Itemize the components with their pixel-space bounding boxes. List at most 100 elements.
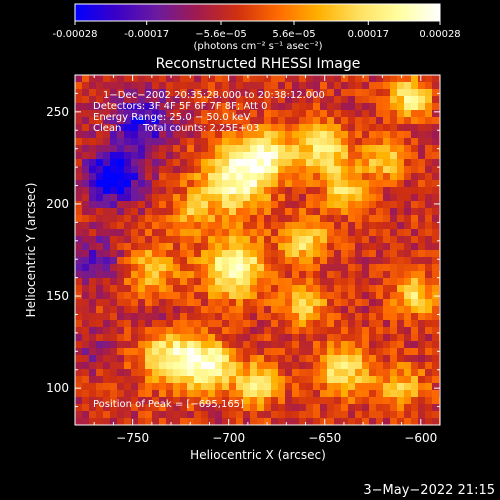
heatmap-cell <box>404 271 412 279</box>
heatmap-cell <box>292 243 300 251</box>
heatmap-cell <box>327 131 335 139</box>
heatmap-cell <box>355 271 363 279</box>
heatmap-cell <box>166 236 174 244</box>
heatmap-cell <box>355 159 363 167</box>
heatmap-cell <box>313 194 321 202</box>
heatmap-cell <box>285 292 293 300</box>
heatmap-cell <box>96 152 104 160</box>
heatmap-cell <box>278 138 286 146</box>
heatmap-cell <box>131 159 139 167</box>
heatmap-cell <box>348 348 356 356</box>
heatmap-cell <box>131 110 139 118</box>
heatmap-cell <box>194 138 202 146</box>
heatmap-cell <box>355 82 363 90</box>
heatmap-cell <box>404 173 412 181</box>
heatmap-cell <box>411 355 419 363</box>
heatmap-cell <box>285 327 293 335</box>
heatmap-cell <box>355 250 363 258</box>
heatmap-cell <box>313 166 321 174</box>
heatmap-cell <box>418 187 426 195</box>
heatmap-cell <box>285 404 293 412</box>
heatmap-cell <box>285 355 293 363</box>
heatmap-cell <box>320 159 328 167</box>
heatmap-cell <box>320 96 328 104</box>
heatmap-cell <box>341 355 349 363</box>
heatmap-cell <box>348 306 356 314</box>
heatmap-cell <box>138 145 146 153</box>
heatmap-cell <box>425 82 433 90</box>
heatmap-cell <box>236 166 244 174</box>
heatmap-cell <box>194 327 202 335</box>
heatmap-cell <box>418 236 426 244</box>
heatmap-cell <box>348 215 356 223</box>
heatmap-cell <box>313 299 321 307</box>
heatmap-cell <box>299 278 307 286</box>
heatmap-cell <box>215 187 223 195</box>
heatmap-cell <box>96 376 104 384</box>
heatmap-cell <box>138 152 146 160</box>
heatmap-cell <box>187 222 195 230</box>
heatmap-cell <box>432 376 440 384</box>
heatmap-cell <box>187 103 195 111</box>
heatmap-cell <box>222 257 230 265</box>
heatmap-cell <box>341 327 349 335</box>
heatmap-cell <box>418 222 426 230</box>
heatmap-cell <box>208 313 216 321</box>
heatmap-cell <box>432 418 440 426</box>
heatmap-cell <box>264 159 272 167</box>
heatmap-cell <box>404 278 412 286</box>
heatmap-cell <box>82 411 90 419</box>
heatmap-cell <box>180 376 188 384</box>
heatmap-cell <box>264 306 272 314</box>
heatmap-cell <box>187 124 195 132</box>
heatmap-cell <box>341 96 349 104</box>
heatmap-cell <box>117 243 125 251</box>
heatmap-cell <box>145 411 153 419</box>
heatmap-cell <box>103 117 111 125</box>
heatmap-cell <box>75 243 83 251</box>
heatmap-cell <box>257 327 265 335</box>
heatmap-cell <box>229 243 237 251</box>
heatmap-cell <box>215 159 223 167</box>
heatmap-cell <box>264 75 272 83</box>
heatmap-cell <box>383 250 391 258</box>
heatmap-cell <box>208 292 216 300</box>
heatmap-cell <box>404 89 412 97</box>
heatmap-cell <box>208 201 216 209</box>
heatmap-cell <box>222 208 230 216</box>
colorbar-frame <box>74 3 441 22</box>
heatmap-cell <box>187 96 195 104</box>
heatmap-cell <box>432 411 440 419</box>
heatmap-cell <box>348 201 356 209</box>
heatmap-cell <box>432 96 440 104</box>
heatmap-cell <box>187 138 195 146</box>
heatmap-cell <box>117 376 125 384</box>
heatmap-cell <box>369 152 377 160</box>
heatmap-cell <box>355 131 363 139</box>
heatmap-cell <box>418 383 426 391</box>
heatmap-cell <box>334 292 342 300</box>
heatmap-cell <box>327 229 335 237</box>
heatmap-cell <box>292 96 300 104</box>
heatmap-cell <box>131 250 139 258</box>
heatmap-cell <box>194 397 202 405</box>
heatmap-cell <box>166 159 174 167</box>
heatmap-cell <box>103 187 111 195</box>
heatmap-cell <box>327 369 335 377</box>
colorbar-tick-label: −5.6e−05 <box>195 29 247 40</box>
heatmap-cell <box>425 271 433 279</box>
heatmap-cell <box>376 208 384 216</box>
heatmap-cell <box>187 145 195 153</box>
heatmap-cell <box>404 299 412 307</box>
heatmap-cell <box>208 236 216 244</box>
heatmap-cell <box>131 201 139 209</box>
heatmap-cell <box>264 369 272 377</box>
heatmap-cell <box>187 348 195 356</box>
heatmap-cell <box>194 180 202 188</box>
heatmap-cell <box>96 110 104 118</box>
heatmap-cell <box>187 376 195 384</box>
heatmap-cell <box>138 159 146 167</box>
heatmap-cell <box>236 138 244 146</box>
heatmap-cell <box>404 411 412 419</box>
heatmap-cell <box>362 264 370 272</box>
